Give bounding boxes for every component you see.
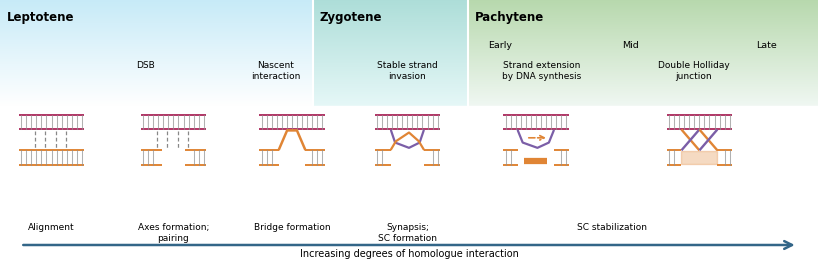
Text: DSB: DSB <box>137 61 155 70</box>
Text: Strand extension
by DNA synthesis: Strand extension by DNA synthesis <box>502 61 581 81</box>
Text: Axes formation;
pairing: Axes formation; pairing <box>137 223 209 243</box>
Text: Late: Late <box>756 41 776 50</box>
Text: Leptotene: Leptotene <box>7 11 74 23</box>
Text: Nascent
interaction: Nascent interaction <box>251 61 300 81</box>
Text: Increasing degrees of homologue interaction: Increasing degrees of homologue interact… <box>299 249 519 260</box>
Text: Zygotene: Zygotene <box>320 11 382 23</box>
Text: Mid: Mid <box>622 41 638 50</box>
Text: Early: Early <box>488 41 512 50</box>
Bar <box>0 106 818 264</box>
Text: Double Holliday
junction: Double Holliday junction <box>658 61 730 81</box>
Text: Stable strand
invasion: Stable strand invasion <box>377 61 438 81</box>
Text: Alignment: Alignment <box>29 223 74 232</box>
Text: Synapsis;
SC formation: Synapsis; SC formation <box>378 223 437 243</box>
Text: Bridge formation: Bridge formation <box>254 223 330 232</box>
Polygon shape <box>681 151 717 164</box>
Text: SC stabilization: SC stabilization <box>577 223 647 232</box>
Text: Pachytene: Pachytene <box>474 11 544 23</box>
